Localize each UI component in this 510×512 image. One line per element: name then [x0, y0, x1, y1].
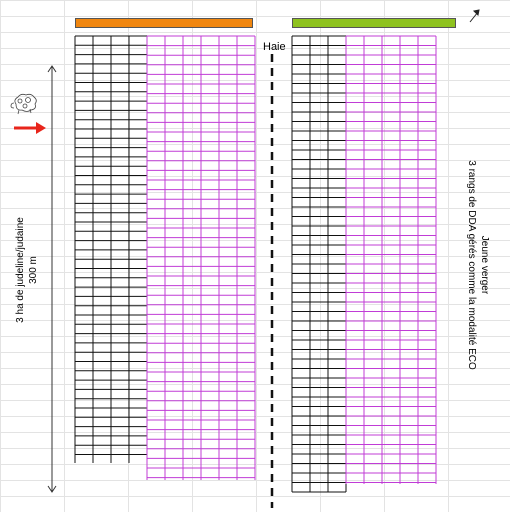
- left-area-text: 3 ha de judeline/judaine: [15, 217, 26, 323]
- right-plot-header-bar: [292, 18, 456, 28]
- right-plot-magenta-rows: [345, 35, 437, 484]
- right-plot-black-rows: [291, 35, 347, 493]
- left-area-label: 3 ha de judeline/judaine 300 m: [14, 217, 40, 323]
- red-arrow-right-icon: [14, 122, 46, 134]
- left-plot-magenta-rows: [146, 35, 256, 480]
- right-line1-text: Jeune verger: [479, 235, 490, 295]
- right-line2-text: 3 rangs de DDA gérés comme la modalité E…: [466, 160, 477, 370]
- left-distance-text: 300 m: [28, 256, 39, 284]
- left-plot-header-bar: [75, 18, 253, 28]
- arrow-up-right-icon: [469, 9, 480, 23]
- right-area-label: Jeune verger 3 rangs de DDA gérés comme …: [465, 160, 491, 370]
- sheep-doodle-icon: [10, 93, 37, 115]
- distance-arrow: [47, 65, 57, 493]
- hedge-label: Haie: [263, 41, 286, 53]
- left-plot-black-rows: [74, 35, 148, 463]
